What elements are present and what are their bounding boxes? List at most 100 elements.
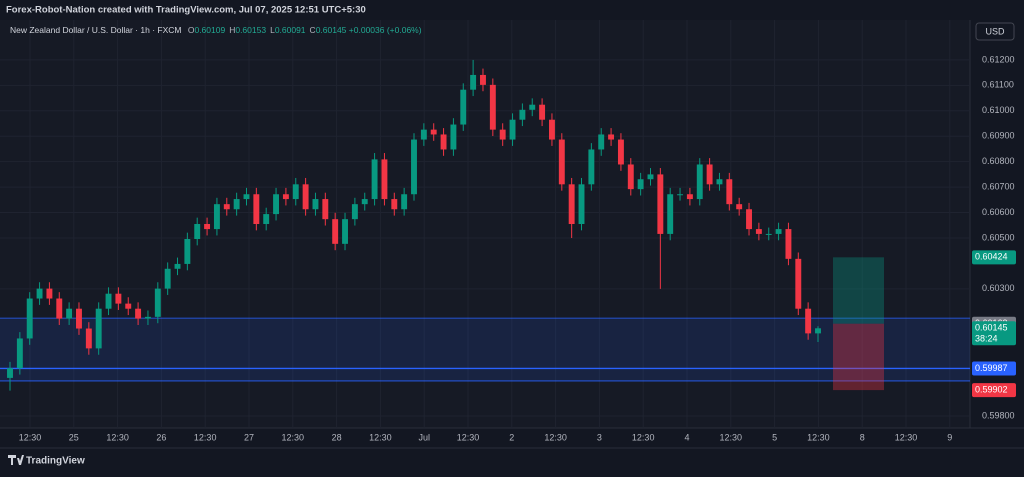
zone	[0, 318, 970, 381]
candle-body	[76, 308, 82, 329]
candle-body	[7, 368, 13, 378]
candle-body	[16, 338, 23, 369]
symbol: New Zealand Dollar / U.S. Dollar · 1h · …	[10, 25, 182, 35]
candle-body	[470, 74, 477, 90]
x-tick-label: 28	[332, 432, 342, 442]
x-tick-label: 8	[860, 432, 865, 442]
candle-body	[292, 184, 299, 200]
x-tick-label: 12:30	[632, 432, 655, 442]
candle-body	[785, 229, 792, 259]
candle-body	[480, 74, 486, 85]
candle-body	[164, 268, 171, 289]
candle-body	[519, 109, 526, 120]
candle-body	[716, 179, 723, 185]
candle-body	[529, 104, 536, 110]
y-tick-label: 0.59800	[982, 410, 1015, 420]
chart-title: Forex-Robot-Nation created with TradingV…	[6, 5, 366, 16]
candle-body	[509, 119, 516, 140]
candle-body	[539, 104, 546, 120]
candle-body	[598, 134, 605, 150]
candle-body	[95, 308, 102, 349]
candle-body	[322, 199, 329, 220]
candle-body	[558, 139, 565, 185]
ohlc-value: 0.60091	[274, 25, 306, 35]
candle-body	[736, 204, 743, 210]
ohlc-label: H	[229, 25, 236, 35]
candle-body	[26, 298, 33, 339]
candle-body	[312, 199, 319, 210]
zone-label-box	[972, 361, 1016, 376]
profit-box	[833, 257, 884, 324]
stop-label-box	[972, 383, 1016, 398]
candle-body	[657, 174, 664, 234]
currency-label[interactable]: USD	[985, 26, 1005, 36]
candle-body	[105, 293, 112, 309]
change: +0.00036 (+0.06%)	[348, 25, 422, 35]
candle-body	[36, 288, 43, 299]
candle-body	[144, 316, 151, 319]
last-price-label: 0.60145	[975, 323, 1008, 333]
x-tick-label: 12:30	[19, 432, 42, 442]
candle-body	[637, 179, 644, 190]
candle-body	[125, 303, 132, 309]
candle-body	[420, 129, 427, 140]
candle-body	[775, 229, 782, 234]
candle-body	[411, 139, 417, 195]
candle-body	[391, 199, 398, 210]
candle-body	[243, 194, 250, 200]
candle-body	[696, 164, 703, 200]
y-tick-label: 0.61200	[982, 54, 1015, 64]
x-tick-label: 12:30	[895, 432, 918, 442]
y-tick-label: 0.60700	[982, 181, 1015, 191]
candle-body	[46, 288, 53, 299]
x-tick-label: 12:30	[457, 432, 480, 442]
candle-body	[351, 204, 358, 220]
candle-body	[499, 129, 506, 140]
candle-body	[332, 219, 339, 244]
candle-body	[726, 179, 733, 205]
plot-layer: 0.61200 0.61100 0.61000 0.60900 0.60800 0.607…	[0, 20, 1016, 442]
x-tick-label: 12:30	[282, 432, 305, 442]
candle-body	[795, 258, 802, 309]
currency-button[interactable]	[975, 22, 1015, 41]
candle-body	[450, 124, 457, 150]
candle-body	[381, 159, 388, 200]
candle-body	[342, 219, 348, 244]
candle-body	[204, 224, 211, 230]
logo-icon	[8, 455, 24, 465]
x-tick-label: 3	[597, 432, 602, 442]
x-tick-label: 26	[156, 432, 166, 442]
x-tick-label: 2	[509, 432, 514, 442]
y-tick-label: 0.60800	[982, 156, 1015, 166]
ohlc-label: O	[187, 25, 195, 35]
candle-body	[578, 184, 585, 224]
ohlc-label: L	[270, 25, 275, 35]
candle-body	[608, 134, 615, 140]
candle-body	[677, 194, 684, 196]
ohlc-value: 0.60153	[235, 25, 267, 35]
x-tick-label: 5	[772, 432, 777, 442]
candle-body	[85, 328, 92, 349]
candle-body	[194, 224, 201, 240]
candle-body	[588, 149, 595, 185]
candle-body	[746, 209, 752, 230]
candle-body	[647, 174, 654, 180]
candle-body	[253, 194, 260, 224]
candle-body	[302, 184, 309, 210]
x-tick-label: 12:30	[106, 432, 129, 442]
candle-body	[371, 159, 378, 200]
candle-body	[805, 308, 812, 334]
candle-body	[66, 308, 73, 319]
countdown: 38:24	[975, 334, 998, 344]
candle-body	[56, 298, 63, 319]
zone-label: 0.59987	[975, 363, 1008, 373]
candle-body	[135, 308, 142, 319]
y-tick-label: 0.60600	[982, 207, 1015, 217]
candle-body	[223, 204, 230, 210]
x-tick-label: 12:30	[369, 432, 392, 442]
candle-body	[706, 164, 713, 185]
ohlc-value: 0.60109	[194, 25, 226, 35]
footer-logo: TradingView	[26, 456, 85, 467]
ohlc-values: O0.60109 H0.60153 L0.60091 C0.60145	[184, 25, 347, 35]
